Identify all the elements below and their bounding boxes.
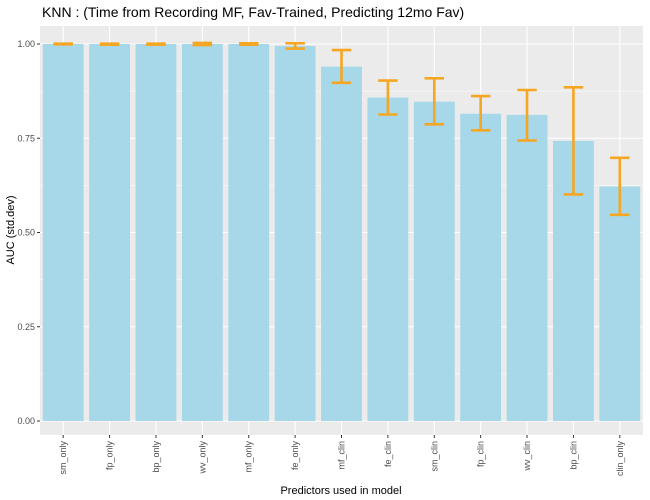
y-tick-label: 0.50 bbox=[17, 228, 35, 238]
bar-mf_clin bbox=[321, 66, 362, 422]
x-tick-label-sm_only: sm_only bbox=[58, 441, 68, 475]
x-tick-label-mf_clin: mf_clin bbox=[337, 441, 347, 470]
x-tick-label-fe_only: fe_only bbox=[290, 441, 300, 471]
bar-sm_only bbox=[42, 44, 84, 421]
bar-bp_only bbox=[135, 44, 177, 421]
y-tick-label: 0.25 bbox=[17, 322, 35, 332]
bar-wv_only bbox=[181, 44, 223, 421]
error-bar-mf_clin bbox=[331, 48, 352, 85]
bars bbox=[42, 44, 641, 422]
error-bar-clin_only bbox=[610, 156, 630, 217]
y-tick-label: 1.00 bbox=[17, 39, 35, 49]
bar-fe_only bbox=[274, 45, 316, 421]
x-tick-label-wv_clin: wv_clin bbox=[522, 441, 532, 472]
chart-title: KNN : (Time from Recording MF, Fav-Train… bbox=[42, 4, 464, 20]
x-tick-label-fe_clin: fe_clin bbox=[383, 441, 393, 467]
x-tick-label-mf_only: mf_only bbox=[244, 441, 254, 473]
error-bar-wv_clin bbox=[517, 88, 537, 142]
error-bar-fe_clin bbox=[378, 79, 398, 116]
y-tick-label: 0.75 bbox=[17, 133, 35, 143]
x-tick-label-wv_only: wv_only bbox=[197, 441, 207, 475]
error-bar-wv_only bbox=[192, 41, 213, 47]
error-bar-bp_only bbox=[146, 42, 166, 47]
y-tick-label: 0.00 bbox=[17, 416, 35, 426]
bar-fp_only bbox=[89, 44, 130, 421]
error-bar-sm_clin bbox=[424, 77, 445, 126]
x-axis: sm_only fp_only bp_only wv_only mf_only fe_on… bbox=[58, 435, 625, 476]
bar-sm_clin bbox=[413, 101, 455, 421]
error-bars bbox=[53, 41, 630, 217]
x-tick-label-clin_only: clin_only bbox=[615, 441, 625, 477]
x-axis-title: Predictors used in model bbox=[280, 485, 401, 497]
x-tick-label-fp_only: fp_only bbox=[105, 441, 115, 471]
bar-fp_clin bbox=[460, 113, 502, 422]
bar-clin_only bbox=[599, 186, 641, 421]
error-bar-fp_clin bbox=[470, 94, 491, 132]
error-bar-mf_only bbox=[238, 41, 259, 47]
bar-mf_only bbox=[228, 44, 270, 421]
bar-wv_clin bbox=[506, 114, 548, 421]
error-bar-fe_only bbox=[285, 41, 305, 50]
x-tick-label-fp_clin: fp_clin bbox=[476, 441, 486, 467]
error-bar-fp_only bbox=[99, 42, 120, 47]
x-tick-label-sm_clin: sm_clin bbox=[429, 441, 439, 472]
y-axis: 0.00 0.25 0.50 0.75 1.00 bbox=[17, 39, 40, 426]
x-tick-label-bp_only: bp_only bbox=[151, 441, 161, 473]
error-bar-bp_clin bbox=[563, 86, 584, 196]
y-axis-title: AUC (std.dev) bbox=[5, 195, 17, 264]
error-bar-sm_only bbox=[53, 42, 73, 46]
bar-fe_clin bbox=[367, 97, 409, 421]
x-tick-label-bp_clin: bp_clin bbox=[568, 441, 578, 470]
